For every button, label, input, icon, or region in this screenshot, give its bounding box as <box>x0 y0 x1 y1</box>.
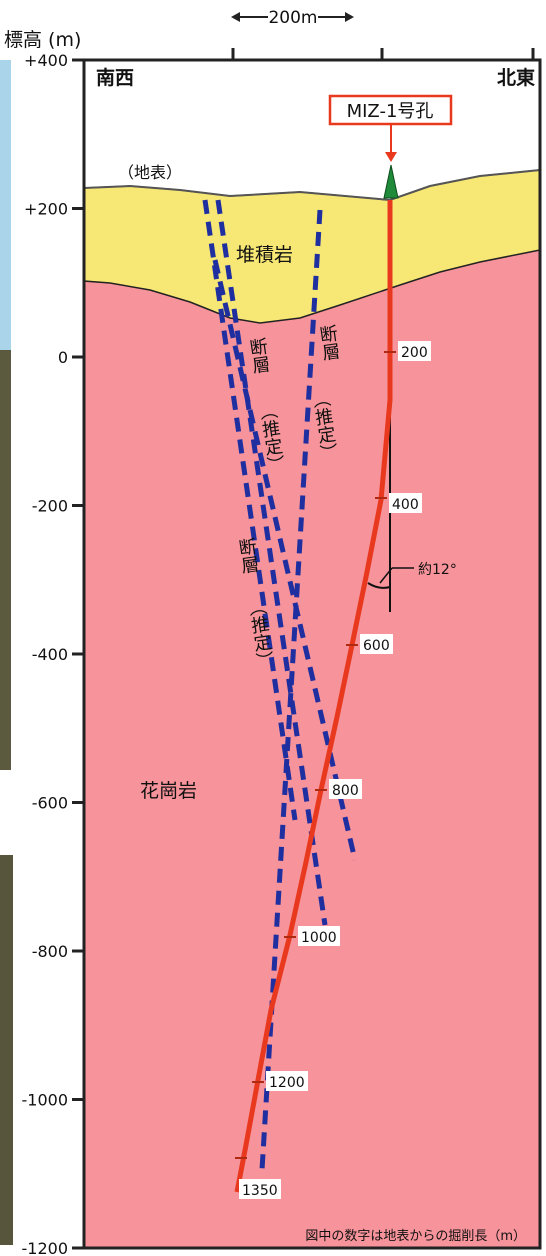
y-axis-tick-label: 0 <box>58 348 68 367</box>
direction-right: 北東 <box>497 66 535 89</box>
y-axis-tick-label: +400 <box>24 51 68 70</box>
borehole-name-box <box>328 94 453 126</box>
photo-strip-sky <box>0 60 11 350</box>
depth-label: 1200 <box>269 1075 305 1091</box>
scale-bar-label: 200m <box>268 8 317 28</box>
surface-label: （地表） <box>118 163 182 182</box>
depth-label: 400 <box>392 497 419 513</box>
y-axis-tick-label: -600 <box>32 794 68 813</box>
borehole-name: MIZ-1号孔 <box>347 101 434 122</box>
fault-line <box>202 199 298 821</box>
axis-title: 標高 (m) <box>4 29 81 51</box>
scale-bar-arrow-right <box>345 12 354 22</box>
fault-line <box>212 259 358 861</box>
y-axis-tick-label: -1000 <box>22 1091 69 1110</box>
depth-label: 200 <box>401 345 428 361</box>
sediment-label: 堆積岩 <box>236 244 293 266</box>
direction-left: 南西 <box>96 67 134 89</box>
y-axis-tick-label: -200 <box>32 497 68 516</box>
callout-arrow-head <box>385 152 397 162</box>
depth-label: 600 <box>363 638 390 654</box>
angle-label: 約12° <box>418 562 457 578</box>
scale-bar-arrow-left <box>231 12 240 22</box>
depth-label-box <box>266 1071 308 1091</box>
y-axis-tick-label: +200 <box>24 200 68 219</box>
depth-label-box <box>239 1179 281 1199</box>
fault-line <box>215 199 328 926</box>
depth-labels: 200 400 600 800 1000 1200 1350 <box>235 341 431 1199</box>
photo-strip-rock-upper <box>0 350 11 770</box>
depth-label-box <box>398 341 431 361</box>
granite-label: 花崗岩 <box>140 780 197 802</box>
y-axis: +400 +200 0 -200 -400 -600 -800 -1000 -1200 <box>22 51 84 1256</box>
ground-surface-line <box>83 169 541 202</box>
depth-label: 800 <box>332 783 359 799</box>
depth-label-box <box>298 926 340 946</box>
y-axis-tick-label: -1200 <box>22 1239 69 1256</box>
angle-arc <box>367 582 391 589</box>
photo-strip-rock-lower <box>0 855 13 1245</box>
depth-label-box <box>389 493 422 513</box>
depth-label: 1350 <box>242 1183 278 1199</box>
depth-label: 1000 <box>301 930 337 946</box>
fault-label: 断層 <box>235 536 261 575</box>
angle-leader-line <box>379 567 393 584</box>
depth-label-box <box>329 779 362 799</box>
footnote: 図中の数字は地表からの掘削長（m） <box>305 1229 526 1244</box>
fault-label: 断層 <box>246 336 272 375</box>
wellhead-marker <box>383 164 399 199</box>
depth-label-box <box>360 634 393 654</box>
y-axis-tick-label: -800 <box>32 942 68 961</box>
fault-label: 断層 <box>316 323 342 362</box>
y-axis-tick-label: -400 <box>32 645 68 664</box>
